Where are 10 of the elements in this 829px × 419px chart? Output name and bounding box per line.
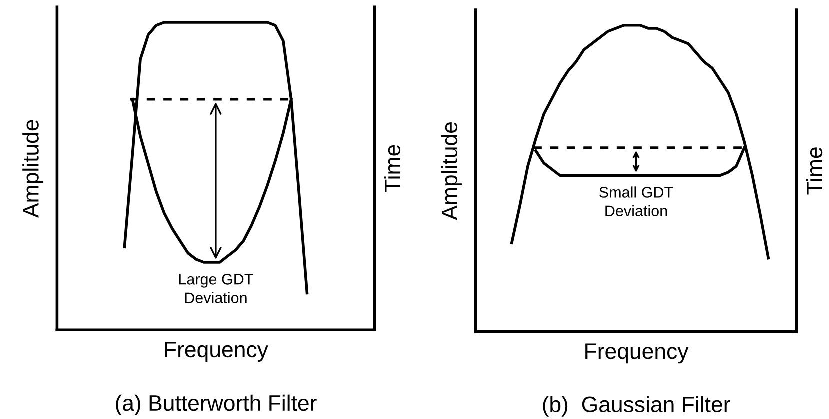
text: (b) Gaussian Filter — [543, 396, 730, 417]
y-axis-title: Amplitude — [441, 122, 462, 220]
y2-axis-title: Time — [806, 148, 823, 195]
y-axis-title: Amplitude — [22, 120, 44, 218]
y2-axis-title: Time — [384, 145, 401, 192]
x-axis-title: Frequency — [586, 344, 689, 364]
text: (a) Butterworth Filter — [116, 394, 317, 416]
x-axis-title: Frequency — [165, 342, 268, 362]
annotation: Large GDT Deviation — [179, 274, 254, 304]
annotation: Small GDT Deviation — [600, 186, 674, 217]
